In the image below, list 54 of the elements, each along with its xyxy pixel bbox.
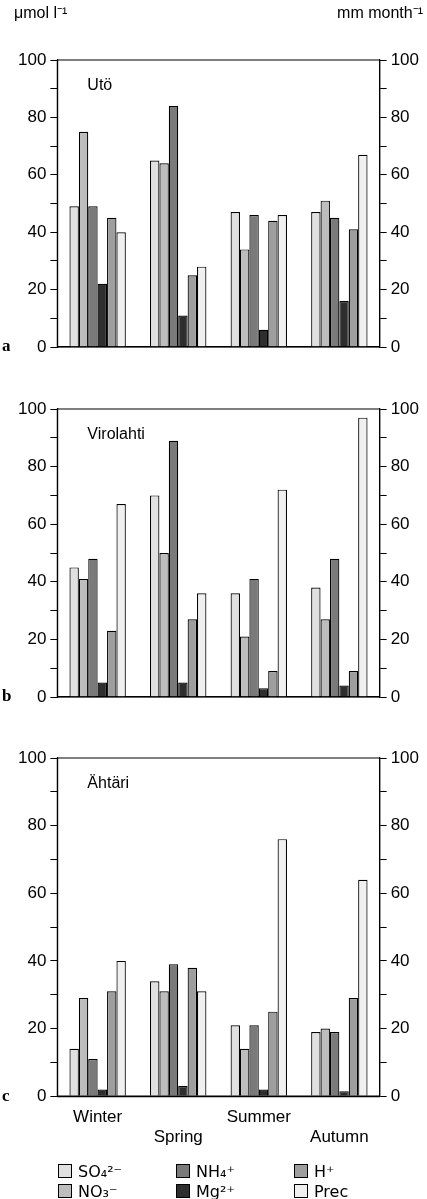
y2-tick-label: 20 — [390, 1018, 410, 1038]
text: Utö — [87, 76, 113, 94]
y2-tick-label: 60 — [390, 164, 410, 184]
text: Ähtäri — [87, 774, 130, 792]
y-tick-label: 80 — [27, 107, 47, 127]
y2-tick-label: 60 — [390, 513, 410, 533]
y-tick-label: 20 — [27, 279, 47, 299]
legend-label: SO₄²⁻ — [78, 1161, 123, 1181]
x-tick-label: Winter — [73, 1107, 123, 1127]
y-axis-title: μmol l⁻¹ — [14, 4, 68, 22]
y2-tick-label: 20 — [390, 279, 410, 299]
y-tick-label: 60 — [27, 882, 47, 902]
y-tick-label: 20 — [27, 1018, 47, 1038]
y2-tick-label: 100 — [390, 747, 420, 767]
y-tick-label: 80 — [27, 815, 47, 835]
y-tick-label: 100 — [17, 49, 47, 69]
text: b — [2, 686, 12, 706]
y-tick-label: 0 — [36, 1085, 47, 1105]
text: a — [2, 336, 11, 356]
y2-tick-label: 40 — [390, 221, 410, 241]
text: c — [2, 1085, 10, 1105]
y2-tick-label: 0 — [390, 336, 401, 356]
legend-label: H⁺ — [314, 1161, 335, 1181]
y2-tick-label: 0 — [390, 1085, 401, 1105]
y-tick-label: 60 — [27, 164, 47, 184]
y2-tick-label: 80 — [390, 815, 410, 835]
x-tick-label: Spring — [153, 1127, 203, 1147]
y-tick-label: 100 — [17, 398, 47, 418]
y-tick-label: 0 — [36, 686, 47, 706]
y2-tick-label: 80 — [390, 107, 410, 127]
y-tick-label: 0 — [36, 336, 47, 356]
legend-label: Mg²⁺ — [196, 1181, 235, 1199]
y-tick-label: 80 — [27, 456, 47, 476]
y2-tick-label: 0 — [390, 686, 401, 706]
legend-label: NO₃⁻ — [78, 1181, 118, 1199]
text: Virolahti — [87, 425, 145, 443]
y-tick-label: 40 — [27, 950, 47, 970]
y2-tick-label: 60 — [390, 882, 410, 902]
x-tick-label: Autumn — [310, 1127, 369, 1147]
legend-label: NH₄⁺ — [196, 1161, 235, 1181]
y-tick-label: 20 — [27, 629, 47, 649]
y-tick-label: 100 — [17, 747, 47, 767]
x-tick-label: Summer — [226, 1107, 292, 1127]
y2-tick-label: 80 — [390, 456, 410, 476]
y2-tick-label: 20 — [390, 629, 410, 649]
y-tick-label: 60 — [27, 513, 47, 533]
y-tick-label: 40 — [27, 571, 47, 591]
y2-tick-label: 40 — [390, 571, 410, 591]
y-tick-label: 40 — [27, 221, 47, 241]
y2-tick-label: 100 — [390, 49, 420, 69]
y2-axis-title: mm month⁻¹ — [337, 4, 423, 22]
y2-tick-label: 100 — [390, 398, 420, 418]
legend-label: Prec — [314, 1181, 349, 1199]
y2-tick-label: 40 — [390, 950, 410, 970]
